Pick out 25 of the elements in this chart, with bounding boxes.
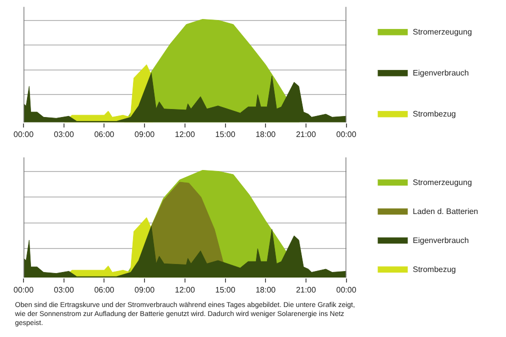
x-tick-label: 12:00 — [174, 285, 196, 294]
legend-label: Strombezug — [412, 264, 456, 274]
x-tick-label: 03:00 — [54, 285, 74, 294]
x-tick-label: 06:00 — [94, 130, 115, 139]
x-tick-label: 06:00 — [94, 285, 115, 294]
legend-label: Strombezug — [412, 109, 456, 118]
legend-label: Eigenverbrauch — [412, 68, 469, 78]
x-tick-label: 03:00 — [54, 130, 74, 139]
x-tick-label: 15:00 — [215, 285, 236, 294]
x-tick-label: 12:00 — [174, 130, 196, 139]
legend-label: Eigenverbrauch — [412, 236, 469, 245]
x-tick-label: 18:00 — [256, 130, 276, 139]
x-tick-label: 00:00 — [336, 285, 357, 294]
x-tick-label: 21:00 — [296, 130, 317, 139]
x-tick-label: 00:00 — [14, 130, 34, 139]
legend-label: Laden d. Batterien — [412, 206, 478, 216]
x-tick-label: 00:00 — [14, 285, 34, 294]
legend-label: Stromerzeugung — [412, 27, 472, 36]
x-tick-label: 18:00 — [256, 285, 276, 294]
legend-label: Stromerzeugung — [412, 178, 472, 187]
x-tick-label: 15:00 — [215, 130, 236, 139]
x-tick-label: 09:00 — [134, 130, 156, 139]
x-tick-label: 09:00 — [134, 285, 156, 294]
x-tick-label: 21:00 — [296, 285, 317, 294]
x-tick-label: 00:00 — [336, 130, 357, 139]
